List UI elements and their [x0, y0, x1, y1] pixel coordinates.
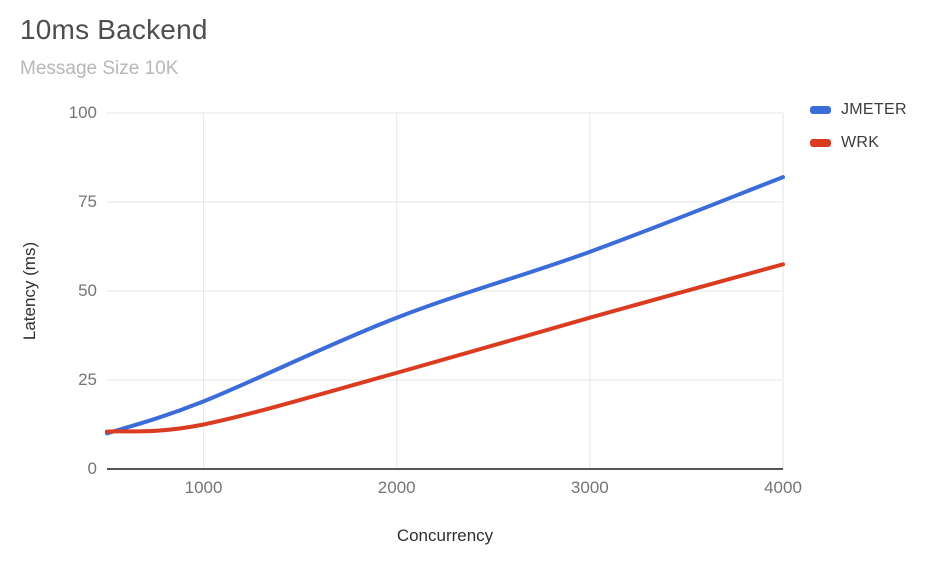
legend-label: JMETER — [841, 101, 907, 118]
y-tick-label: 50 — [78, 281, 97, 300]
chart-title: 10ms Backend — [20, 14, 208, 45]
legend-swatch — [810, 106, 831, 114]
legend-item-wrk[interactable]: WRK — [810, 134, 907, 152]
y-axis-title: Latency (ms) — [20, 241, 39, 341]
y-tick-label: 25 — [78, 370, 97, 389]
series-line-jmeter[interactable] — [105, 175, 785, 436]
legend: JMETER WRK — [810, 101, 907, 167]
x-tick-label: 3000 — [570, 478, 609, 497]
y-tick-label: 75 — [78, 192, 97, 211]
chart-subtitle: Message Size 10K — [20, 58, 179, 79]
legend-label: WRK — [841, 134, 880, 151]
y-tick-label: 0 — [87, 459, 97, 478]
series-line-wrk[interactable] — [105, 262, 785, 434]
legend-swatch — [810, 139, 831, 147]
x-tick-label: 4000 — [764, 478, 802, 497]
x-tick-label: 2000 — [377, 478, 416, 497]
y-tick-label: 100 — [68, 103, 97, 122]
x-tick-label: 1000 — [184, 478, 223, 497]
legend-item-jmeter[interactable]: JMETER — [810, 101, 907, 119]
x-axis-title: Concurrency — [396, 526, 494, 545]
